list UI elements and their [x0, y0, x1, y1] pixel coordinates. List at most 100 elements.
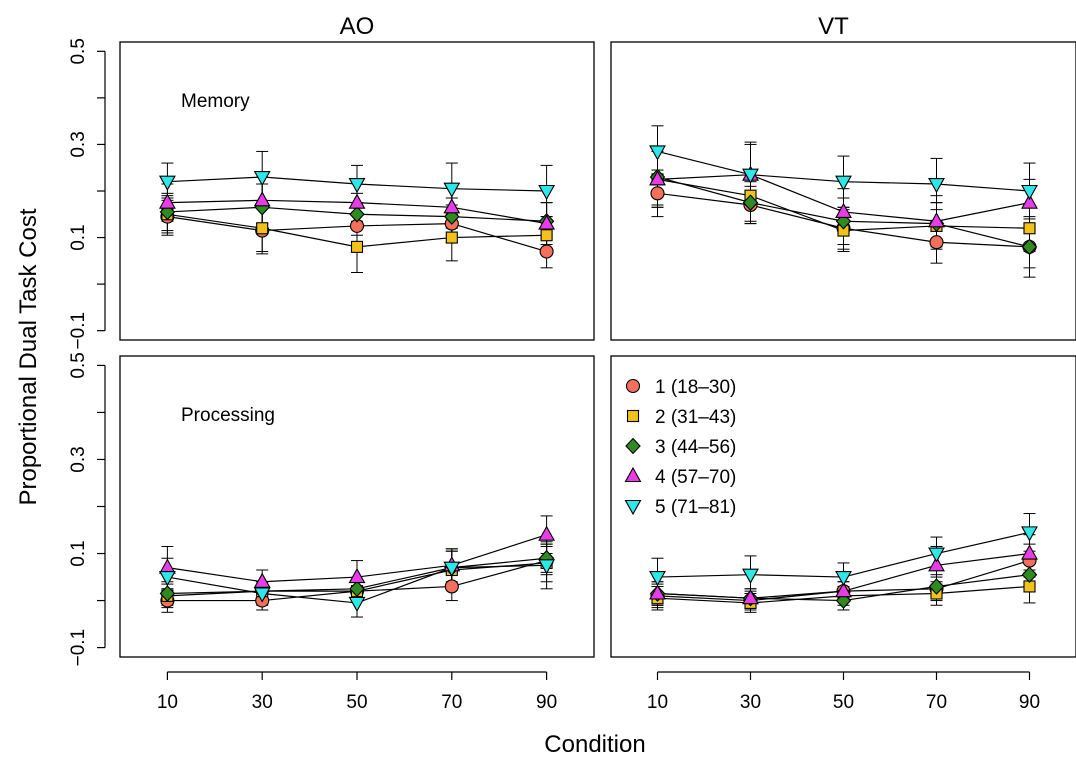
x-tick-label: 10: [157, 692, 178, 713]
x-tick-label: 70: [926, 692, 947, 713]
x-tick-label: 50: [833, 692, 854, 713]
data-point: [928, 547, 945, 563]
data-point: [929, 235, 944, 250]
data-point: [1021, 526, 1038, 542]
data-point: [835, 582, 852, 598]
data-point: [1021, 544, 1038, 560]
data-point: [349, 205, 365, 223]
panel-ao-memory: Memory: [119, 41, 595, 341]
x-tick-label: 30: [740, 692, 761, 713]
column-header-vt: VT: [818, 13, 849, 40]
data-point: [253, 191, 271, 207]
data-point: [742, 194, 759, 211]
legend-label: 5 (71–81): [655, 497, 736, 518]
data-point: [350, 240, 364, 253]
data-point: [742, 589, 759, 605]
legend: 1 (18–30) 2 (31–43) 3 (44–56) 4 (57–70) 5 (7…: [624, 377, 736, 518]
data-point: [742, 168, 759, 184]
x-tick-label: 90: [536, 692, 557, 713]
y-tick-label: 0.1: [68, 224, 89, 250]
data-point: [539, 244, 554, 259]
data-point: [445, 231, 458, 244]
data-point: [253, 587, 271, 603]
panel-frame: [119, 41, 595, 341]
data-point: [1021, 193, 1038, 209]
legend-entry: 1 (18–30): [625, 377, 736, 398]
x-tick-label: 50: [346, 692, 367, 713]
data-point: [649, 584, 666, 600]
data-point: [348, 596, 366, 613]
data-point: [650, 186, 665, 201]
data-point: [538, 214, 556, 230]
data-point: [1023, 222, 1036, 235]
data-point: [538, 184, 556, 201]
data-point: [348, 567, 366, 584]
y-tick-label: −0.1: [68, 629, 89, 667]
y-axis-row-1: 0.5 0.3 0.1 −0.1: [68, 38, 106, 350]
data-point: [649, 145, 666, 161]
data-point: [348, 193, 366, 209]
y-axis-row-2: 0.5 0.3 0.1 −0.1: [68, 352, 106, 667]
panel-vt-memory: [610, 41, 1076, 341]
column-header-ao: AO: [340, 13, 375, 40]
legend-marker: [624, 466, 642, 483]
legend-label: 4 (57–70): [655, 467, 736, 488]
data-point: [835, 570, 852, 587]
data-point: [835, 202, 852, 219]
panel-frame: [119, 355, 595, 658]
panel-vt-processing: [610, 355, 1076, 658]
x-tick-label: 10: [647, 692, 668, 713]
data-point: [349, 580, 365, 598]
data-point: [444, 579, 459, 594]
legend-entry: 4 (57–70): [624, 466, 736, 488]
legend-marker: [626, 409, 640, 423]
data-point: [159, 585, 176, 602]
legend-marker: [624, 499, 642, 516]
data-point: [835, 175, 852, 191]
data-point: [158, 193, 176, 209]
y-tick-label: −0.1: [68, 312, 89, 350]
y-tick-label: 0.5: [68, 352, 89, 378]
data-point: [928, 578, 945, 595]
data-point: [1021, 566, 1038, 584]
data-point: [253, 572, 271, 588]
data-point: [928, 177, 945, 194]
x-tick-label: 90: [1019, 692, 1040, 713]
panel-ao-processing: Processing: [119, 355, 595, 658]
panel-frame: [610, 355, 1076, 658]
data-point: [928, 212, 945, 228]
panel-label: Processing: [181, 405, 275, 426]
data-point: [538, 525, 556, 541]
legend-marker: [625, 437, 641, 455]
legend-entry: 3 (44–56): [625, 437, 736, 458]
data-point: [1021, 238, 1038, 256]
x-axis-col-1: 10 30 50 70 90: [157, 671, 557, 713]
data-point: [742, 568, 759, 584]
data-point: [1021, 184, 1038, 201]
data-point: [253, 170, 271, 187]
data-point: [649, 570, 666, 587]
legend-label: 2 (31–43): [655, 407, 736, 428]
y-tick-label: 0.3: [68, 446, 89, 472]
x-axis-title: Condition: [544, 731, 645, 758]
data-point: [540, 229, 553, 242]
data-point: [928, 556, 945, 572]
y-axis-title: Proportional Dual Task Cost: [15, 208, 42, 505]
legend-marker: [625, 378, 641, 394]
legend-entry: 5 (71–81): [624, 497, 736, 518]
data-point: [443, 561, 461, 577]
y-tick-label: 0.1: [68, 540, 89, 566]
panel-label: Memory: [181, 91, 250, 112]
data-point: [443, 198, 461, 214]
legend-entry: 2 (31–43): [626, 407, 736, 428]
data-point: [538, 559, 556, 575]
panel-frame: [610, 41, 1076, 341]
x-tick-label: 70: [441, 692, 462, 713]
y-tick-label: 0.5: [68, 38, 89, 64]
legend-label: 3 (44–56): [655, 437, 736, 458]
data-point: [348, 177, 366, 194]
data-point: [158, 570, 176, 587]
x-axis-col-2: 10 30 50 70 90: [647, 671, 1040, 713]
data-point: [256, 222, 269, 235]
